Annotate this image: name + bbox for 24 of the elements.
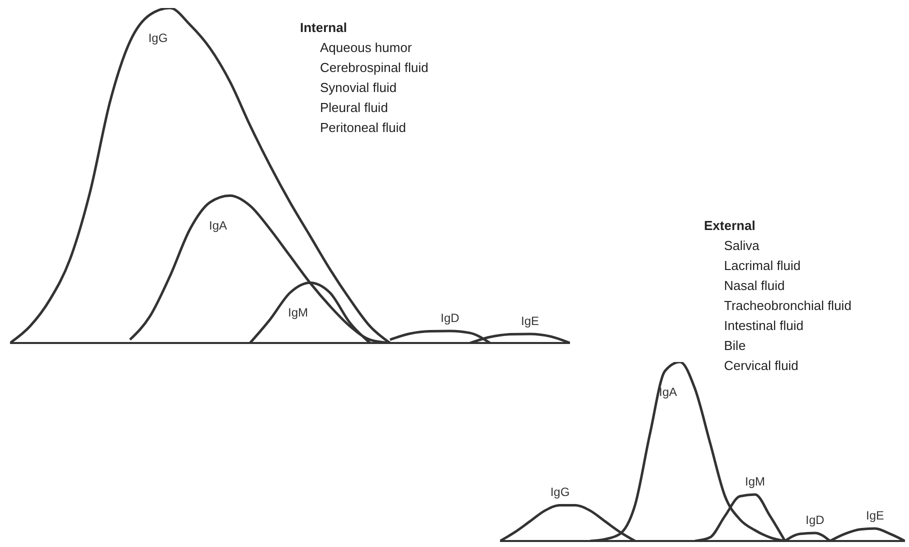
chart-title: External	[704, 217, 756, 235]
text: Saliva	[723, 237, 760, 255]
series-label: IgD	[806, 512, 825, 527]
text: Internal	[300, 19, 348, 37]
series-label: IgG	[148, 31, 168, 45]
series-label: IgA	[208, 218, 228, 233]
text: Tracheobronchial fluid	[723, 297, 852, 315]
series-label: IgM	[288, 306, 308, 320]
series-label: IgE	[866, 508, 884, 522]
text: Intestinal fluid	[723, 317, 804, 335]
annotation: Peritoneal fluid	[319, 119, 407, 137]
text: Bile	[723, 337, 747, 355]
annotation: Pleural fluid	[319, 99, 389, 117]
series-label: IgD	[440, 310, 460, 325]
text: Lacrimal fluid	[723, 257, 802, 275]
annotation: Aqueous humor	[319, 39, 413, 57]
series-label: IgG	[550, 485, 570, 500]
annotation: Cerebrospinal fluid	[319, 59, 428, 77]
series-label: IgE	[520, 314, 540, 328]
annotation: Synovial fluid	[319, 79, 398, 97]
series-label: IgA	[658, 385, 678, 399]
series-label: IgM	[744, 474, 766, 488]
annotation: Cervical fluid	[723, 357, 800, 375]
text: Nasal fluid	[723, 277, 786, 295]
